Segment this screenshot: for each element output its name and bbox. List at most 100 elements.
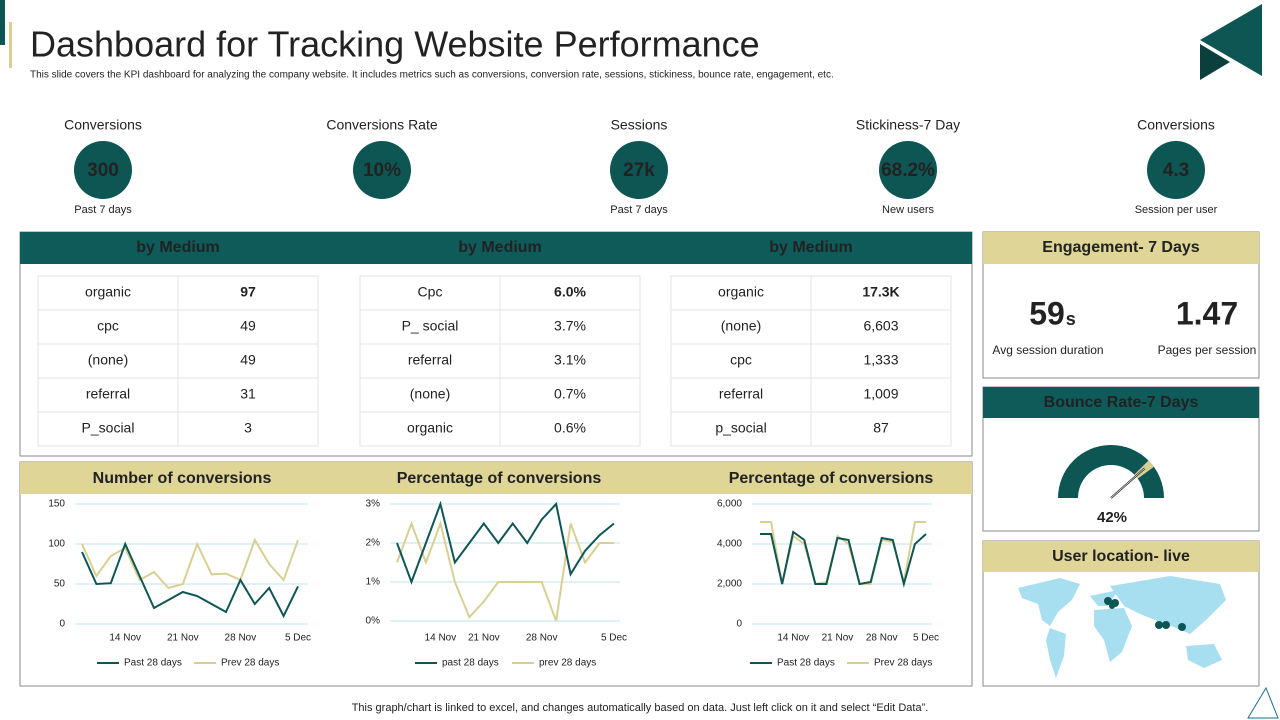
location-header [983,541,1259,572]
page-subtitle: This slide covers the KPI dashboard for … [30,70,834,81]
table-text: 0.7% [554,386,586,402]
table-cell [670,309,812,345]
logo [1200,4,1262,80]
gauge-track [1058,445,1164,498]
kpi-label: Sessions [611,117,668,133]
x-tick-label: 14 Nov [109,633,141,644]
chart-title: Percentage of conversions [397,470,602,487]
x-tick-label: 28 Nov [866,633,898,644]
table-cell [37,309,179,345]
table-text: p_social [715,420,766,436]
table-cell [37,275,179,311]
legend-label: Prev 28 days [221,658,279,669]
engagement-label: Pages per session [1158,343,1257,357]
table-cell [37,411,179,447]
accent-bar [0,0,5,45]
table-text: 3.1% [554,352,586,368]
table-header: by Medium [769,239,853,256]
x-tick-label: 21 Nov [822,633,854,644]
x-tick-label: 5 Dec [913,633,939,644]
table-text: 1,333 [863,352,898,368]
legend-label: Past 28 days [777,658,835,669]
kpi-label: Conversions Rate [326,117,437,133]
table-text: 97 [240,284,256,300]
table-text: 6,603 [863,318,898,334]
table-text: 87 [873,420,889,436]
table-cell [177,377,319,413]
kpi-circle [1147,141,1205,199]
tables-header-band [20,232,972,264]
y-tick-label: 100 [48,539,65,550]
gauge [1058,445,1164,499]
kpi-value: 68.2% [881,160,935,181]
accent-bar [9,22,12,68]
kpi-note: Past 7 days [74,204,132,216]
table-text: cpc [97,318,119,334]
table-text: 31 [240,386,256,402]
engagement-value: 1.47 [1176,295,1238,331]
kpi-label: Stickiness-7 Day [856,117,960,133]
table-text: P_social [82,420,135,436]
table-cell [810,309,952,345]
kpi-note: Past 7 days [610,204,668,216]
x-tick-label: 21 Nov [468,633,500,644]
engagement-header [983,232,1259,264]
location-dots [1104,597,1186,631]
table-text: (none) [721,318,761,334]
series-line [396,500,615,585]
kpi-circle [610,141,668,199]
table-text: organic [85,284,131,300]
y-tick-label: 50 [54,579,66,590]
kpi-circle [879,141,937,199]
legend-label: Prev 28 days [874,658,932,669]
table-text: 3 [244,420,252,436]
table-cell [177,275,319,311]
page-title: Dashboard for Tracking Website Performan… [30,24,760,65]
table-header: by Medium [458,239,542,256]
table-text: Cpc [418,284,443,300]
table-text: 6.0% [554,284,586,300]
nav-icon[interactable] [1247,686,1279,719]
table-header: by Medium [136,239,220,256]
y-tick-label: 2% [366,538,381,549]
table-text: (none) [410,386,450,402]
bounce-header [983,387,1259,418]
table-text: 49 [240,318,256,334]
table-text: organic [407,420,453,436]
location-title: User location- live [1052,548,1190,565]
kpi-value: 300 [87,160,119,181]
y-tick-label: 1% [366,577,381,588]
table-cell [177,309,319,345]
table-cell [177,343,319,379]
table-text: referral [408,352,452,368]
x-tick-label: 28 Nov [225,633,257,644]
y-tick-label: 6,000 [717,499,742,510]
x-tick-label: 14 Nov [777,633,809,644]
table-text: 49 [240,352,256,368]
x-tick-label: 21 Nov [167,633,199,644]
legend-label: Past 28 days [124,658,182,669]
x-tick-label: 28 Nov [526,633,558,644]
table-cell [810,343,952,379]
series-line [81,541,299,619]
kpi-label: Conversions [64,117,142,133]
series-line [81,537,299,590]
gauge-needle-shadow [1110,468,1145,499]
x-tick-label: 5 Dec [285,633,311,644]
kpi-value: 10% [363,160,401,181]
kpi-circle [74,141,132,199]
table-cell [499,343,641,379]
kpi-value: 27k [623,160,655,181]
kpi-note: Session per user [1135,204,1218,216]
charts-header-band [20,462,972,494]
chart-title: Percentage of conversions [729,470,934,487]
chart-title: Number of conversions [93,470,272,487]
footer-note: This graph/chart is linked to excel, and… [352,702,929,714]
legend-label: prev 28 days [539,658,596,669]
table-text: 1,009 [863,386,898,402]
engagement-unit: s [1066,309,1076,329]
table-cell [670,411,812,447]
table-cell [499,411,641,447]
bounce-title: Bounce Rate-7 Days [1044,394,1199,411]
